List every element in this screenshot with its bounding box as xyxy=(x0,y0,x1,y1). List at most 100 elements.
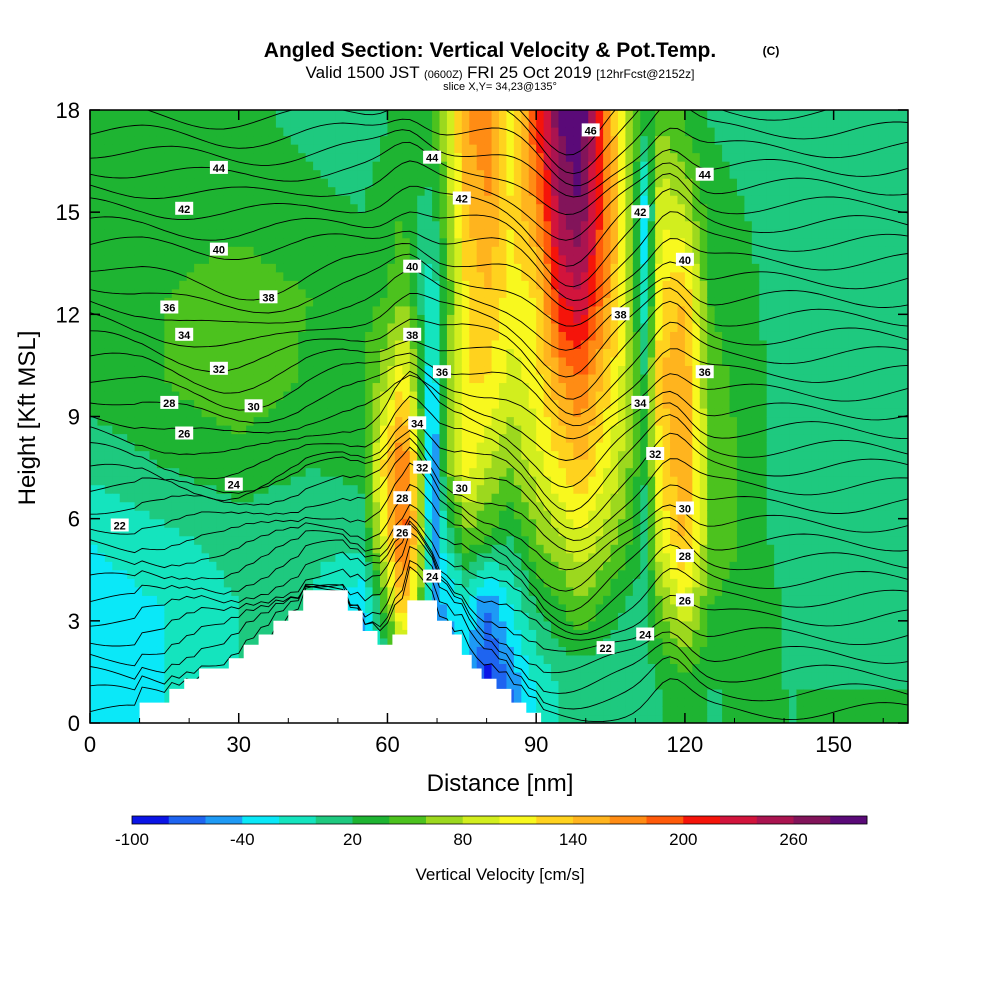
field-cell xyxy=(231,229,240,239)
field-cell xyxy=(327,356,336,367)
field-cell xyxy=(90,288,99,298)
field-cell xyxy=(402,544,411,554)
field-cell xyxy=(305,407,314,418)
field-cell xyxy=(90,246,99,256)
field-cell xyxy=(580,467,589,477)
field-cell xyxy=(179,348,188,358)
field-cell xyxy=(208,118,218,128)
field-cell xyxy=(171,552,180,562)
field-cell xyxy=(142,382,151,392)
field-cell xyxy=(305,484,314,494)
field-cell xyxy=(208,569,218,579)
field-cell xyxy=(134,118,143,128)
field-cell xyxy=(580,578,589,588)
field-cell xyxy=(275,237,284,247)
field-cell xyxy=(424,442,433,452)
field-cell xyxy=(372,254,381,264)
field-cell xyxy=(119,365,128,375)
field-cell xyxy=(551,535,560,545)
field-cell xyxy=(142,365,151,375)
field-cell xyxy=(491,144,500,154)
field-cell xyxy=(506,459,515,469)
field-cell xyxy=(424,161,433,171)
field-cell xyxy=(417,195,426,205)
field-cell xyxy=(551,280,560,290)
field-cell xyxy=(402,510,411,520)
field-cell xyxy=(357,476,366,486)
field-cell xyxy=(484,127,493,137)
field-cell xyxy=(156,510,165,520)
field-cell xyxy=(119,561,128,571)
field-cell xyxy=(216,552,225,562)
field-cell xyxy=(402,127,411,137)
field-cell xyxy=(365,118,374,128)
field-cell xyxy=(97,280,106,290)
field-cell xyxy=(313,339,322,349)
field-cell xyxy=(409,373,418,384)
field-cell xyxy=(327,433,336,443)
field-cell xyxy=(469,356,478,367)
field-cell xyxy=(573,178,582,188)
field-cell xyxy=(216,433,225,443)
field-cell xyxy=(476,246,485,256)
field-cell xyxy=(357,425,366,435)
field-cell xyxy=(90,637,99,647)
field-cell xyxy=(112,510,121,520)
field-cell xyxy=(365,161,374,171)
field-cell xyxy=(417,535,426,545)
field-cell xyxy=(461,501,470,511)
field-cell xyxy=(119,280,128,290)
field-cell xyxy=(97,697,106,707)
field-cell xyxy=(521,254,530,264)
field-cell xyxy=(387,356,396,367)
field-cell xyxy=(417,305,426,315)
field-cell xyxy=(342,527,351,537)
field-cell xyxy=(149,620,158,630)
field-cell xyxy=(446,416,455,426)
field-cell xyxy=(290,356,299,367)
field-cell xyxy=(298,433,307,443)
field-cell xyxy=(528,382,537,392)
field-cell xyxy=(90,220,99,230)
field-cell xyxy=(194,399,203,409)
field-cell xyxy=(90,433,99,443)
field-cell xyxy=(119,450,128,460)
field-cell xyxy=(350,118,359,128)
field-cell xyxy=(253,237,262,247)
field-cell xyxy=(283,407,292,418)
field-cell xyxy=(491,365,500,375)
field-cell xyxy=(223,135,232,145)
field-cell xyxy=(357,535,366,545)
field-cell xyxy=(127,271,136,281)
field-cell xyxy=(521,348,530,358)
field-cell xyxy=(320,271,329,281)
field-cell xyxy=(275,399,284,409)
field-cell xyxy=(246,476,255,486)
field-cell xyxy=(350,561,359,571)
field-cell xyxy=(387,212,396,222)
field-cell xyxy=(90,501,99,511)
field-cell xyxy=(454,178,463,188)
field-cell xyxy=(439,118,448,128)
field-cell xyxy=(588,578,597,588)
field-cell xyxy=(112,144,121,154)
field-cell xyxy=(536,118,545,128)
field-cell xyxy=(491,493,500,503)
field-cell xyxy=(275,271,284,281)
field-cell xyxy=(97,552,106,562)
field-cell xyxy=(484,186,493,196)
field-cell xyxy=(350,203,359,213)
field-cell xyxy=(97,237,106,247)
field-cell xyxy=(246,356,255,367)
field-cell xyxy=(580,331,589,341)
field-cell xyxy=(208,254,218,264)
field-cell xyxy=(119,680,128,690)
field-cell xyxy=(513,178,522,188)
field-cell xyxy=(223,467,232,477)
field-cell xyxy=(112,297,121,307)
field-cell xyxy=(290,527,299,537)
field-cell xyxy=(491,671,500,682)
field-cell xyxy=(156,586,165,596)
field-cell xyxy=(194,169,203,179)
field-cell xyxy=(156,654,165,664)
